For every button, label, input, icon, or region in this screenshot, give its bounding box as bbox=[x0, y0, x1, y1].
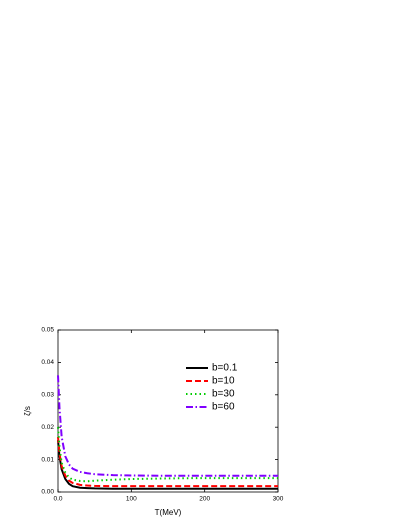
series-line bbox=[57, 375, 278, 477]
legend-label: b=30 bbox=[212, 389, 235, 400]
y-axis-label: ζ/s bbox=[23, 406, 32, 416]
legend-label: b=0.1 bbox=[212, 363, 238, 374]
plot-frame bbox=[57, 329, 279, 493]
series-line bbox=[57, 436, 278, 488]
x-tick-label: 300 bbox=[273, 496, 284, 503]
y-tick-label: 0.03 bbox=[41, 392, 54, 399]
y-tick-label: 0.00 bbox=[41, 489, 54, 496]
x-tick-label: 0.0 bbox=[53, 496, 62, 503]
x-axis-label: T(MeV) bbox=[155, 508, 182, 517]
y-tick-label: 0.02 bbox=[41, 424, 54, 431]
x-tick-label: 200 bbox=[199, 496, 210, 503]
legend-label: b=60 bbox=[212, 402, 235, 413]
series-line bbox=[57, 427, 278, 483]
series-line bbox=[57, 440, 278, 490]
x-tick-label: 100 bbox=[126, 496, 137, 503]
y-tick-label: 0.01 bbox=[41, 456, 54, 463]
y-tick-label: 0.04 bbox=[41, 359, 54, 366]
y-tick-label: 0.05 bbox=[41, 327, 54, 334]
legend-label: b=10 bbox=[212, 376, 235, 387]
